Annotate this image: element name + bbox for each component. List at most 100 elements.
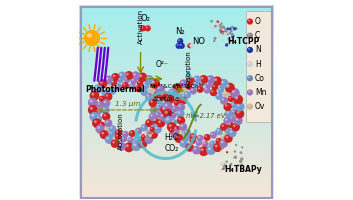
Circle shape — [235, 102, 245, 111]
Circle shape — [235, 109, 244, 118]
Circle shape — [240, 157, 244, 160]
Bar — [79, 193, 274, 196]
Circle shape — [161, 114, 163, 117]
Bar — [79, 154, 274, 157]
Circle shape — [92, 118, 102, 128]
Circle shape — [180, 88, 187, 94]
Circle shape — [149, 99, 157, 107]
Circle shape — [231, 39, 234, 42]
Circle shape — [210, 20, 213, 23]
Circle shape — [202, 141, 209, 147]
Circle shape — [149, 135, 150, 136]
Circle shape — [232, 168, 234, 170]
Circle shape — [220, 23, 221, 24]
Circle shape — [129, 83, 136, 90]
Circle shape — [150, 124, 156, 130]
Circle shape — [113, 75, 115, 77]
Circle shape — [225, 83, 235, 93]
Circle shape — [116, 85, 118, 87]
Circle shape — [126, 73, 129, 75]
Circle shape — [220, 150, 222, 152]
Circle shape — [151, 125, 153, 127]
Circle shape — [90, 107, 93, 110]
Circle shape — [122, 82, 129, 89]
Circle shape — [156, 119, 165, 128]
Circle shape — [224, 165, 227, 168]
Circle shape — [228, 38, 229, 39]
Circle shape — [190, 44, 194, 48]
Circle shape — [160, 105, 169, 115]
Circle shape — [234, 28, 235, 29]
Circle shape — [197, 86, 204, 93]
Circle shape — [173, 126, 180, 132]
Bar — [79, 151, 274, 154]
Circle shape — [187, 78, 190, 81]
Circle shape — [217, 139, 219, 141]
Circle shape — [106, 77, 109, 80]
Circle shape — [136, 138, 137, 140]
Bar — [79, 164, 274, 167]
Text: Absorption: Absorption — [186, 50, 192, 88]
Circle shape — [220, 168, 223, 171]
Bar — [79, 141, 274, 144]
Circle shape — [104, 93, 112, 101]
Circle shape — [223, 32, 226, 35]
Circle shape — [133, 73, 136, 76]
Circle shape — [146, 137, 149, 139]
Circle shape — [231, 117, 233, 119]
Circle shape — [217, 25, 218, 26]
Circle shape — [240, 166, 243, 169]
Circle shape — [135, 128, 142, 135]
Circle shape — [137, 80, 143, 86]
Circle shape — [225, 128, 231, 134]
Circle shape — [222, 162, 225, 165]
Circle shape — [125, 78, 127, 80]
Circle shape — [106, 84, 112, 91]
Circle shape — [96, 115, 102, 122]
Circle shape — [224, 134, 233, 143]
Circle shape — [105, 135, 113, 144]
Circle shape — [240, 151, 243, 154]
Circle shape — [88, 98, 98, 108]
Circle shape — [236, 163, 240, 166]
Circle shape — [221, 141, 223, 143]
Circle shape — [219, 21, 220, 22]
Circle shape — [247, 33, 253, 39]
Circle shape — [153, 92, 160, 98]
Circle shape — [158, 91, 168, 101]
Circle shape — [109, 125, 116, 133]
Circle shape — [210, 89, 217, 96]
Bar — [79, 50, 274, 54]
Bar — [79, 138, 274, 141]
Bar — [79, 96, 274, 99]
Circle shape — [226, 27, 229, 30]
Circle shape — [185, 130, 187, 133]
Bar — [79, 167, 274, 170]
Circle shape — [209, 140, 216, 147]
Circle shape — [226, 160, 228, 163]
Circle shape — [156, 105, 162, 112]
Circle shape — [229, 32, 230, 33]
Circle shape — [160, 98, 170, 108]
Circle shape — [170, 119, 177, 126]
Circle shape — [97, 116, 99, 118]
Circle shape — [111, 73, 120, 82]
Circle shape — [237, 104, 240, 107]
Circle shape — [102, 112, 110, 121]
Circle shape — [189, 137, 196, 144]
Circle shape — [193, 75, 201, 84]
Bar — [79, 160, 274, 164]
Circle shape — [223, 163, 226, 166]
Circle shape — [175, 43, 182, 49]
Circle shape — [240, 157, 243, 160]
Circle shape — [215, 128, 223, 135]
Text: hv=2.17 eV: hv=2.17 eV — [186, 113, 225, 119]
Circle shape — [222, 26, 223, 27]
Circle shape — [248, 91, 250, 92]
Circle shape — [205, 88, 207, 90]
Text: H₄TBAPy: H₄TBAPy — [225, 165, 262, 174]
Circle shape — [140, 124, 148, 132]
Circle shape — [214, 37, 217, 40]
Circle shape — [179, 132, 181, 134]
Circle shape — [227, 85, 230, 88]
